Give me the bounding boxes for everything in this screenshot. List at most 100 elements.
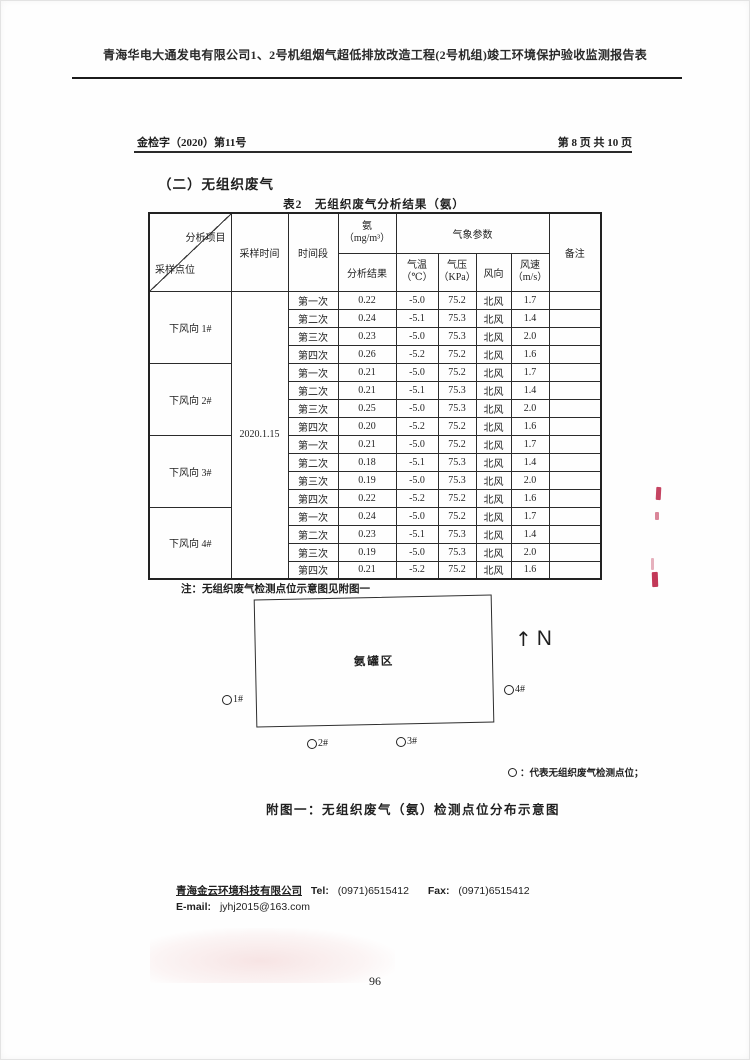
cell-remark: [548, 470, 602, 490]
cell-wind-speed: 2.0: [510, 398, 550, 418]
cell-wind-speed: 1.6: [510, 344, 550, 364]
cell-wind-speed: 1.6: [510, 416, 550, 436]
cell-period: 第三次: [287, 326, 339, 346]
cell-ammonia: 0.25: [337, 398, 397, 418]
cell-wind-dir: 北风: [475, 344, 512, 364]
header-rule: [72, 77, 682, 79]
cell-pressure: 75.2: [437, 416, 477, 436]
cell-wind-speed: 1.6: [510, 488, 550, 508]
footer-email-line: E-mail: jyhj2015@163.com: [176, 901, 310, 913]
cell-temp: -5.1: [395, 452, 439, 472]
table-row: 下风向 4# 第一次 0.24 -5.0 75.2 北风 1.7: [148, 506, 602, 580]
cell-pressure: 75.2: [437, 560, 477, 580]
cell-wind-dir: 北风: [475, 398, 512, 418]
cell-temp: -5.1: [395, 524, 439, 544]
cell-wind-speed: 1.7: [510, 290, 550, 310]
corner-label-analysis-item: 分析项目: [185, 233, 226, 244]
footer-contact-line: 青海金云环境科技有限公司 Tel: (0971)6515412 Fax: (09…: [176, 883, 546, 898]
diagram-legend: ：代表无组织废气检测点位；: [508, 765, 644, 779]
table-row: 第三次 0.23 -5.0 75.3 北风 2.0: [149, 326, 602, 346]
site-cell: 下风向 4#: [148, 506, 232, 580]
cell-temp: -5.0: [395, 398, 439, 418]
stamp-mark: [655, 512, 659, 520]
cell-wind-dir: 北风: [475, 308, 512, 328]
cell-remark: [548, 398, 602, 418]
cell-remark: [548, 560, 602, 580]
header-time-period: 时间段: [287, 212, 339, 292]
cell-ammonia: 0.24: [337, 308, 397, 328]
table-row: 第二次 0.24 -5.1 75.3 北风 1.4: [149, 308, 602, 328]
header-ammonia-name: 氨: [362, 220, 372, 232]
cell-temp: -5.0: [395, 290, 439, 310]
cell-ammonia: 0.24: [337, 506, 397, 526]
header-met-params: 气象参数: [395, 212, 550, 254]
header-pressure: 气压 （KPa）: [437, 252, 477, 292]
reference-rule: [134, 151, 632, 153]
cell-temp: -5.0: [395, 506, 439, 526]
cell-ammonia: 0.21: [337, 362, 397, 382]
cell-remark: [548, 290, 602, 310]
cell-ammonia: 0.21: [337, 560, 397, 580]
legend-text: ：代表无组织废气检测点位；: [520, 769, 644, 779]
header-remark: 备注: [548, 212, 602, 292]
cell-temp: -5.1: [395, 380, 439, 400]
cell-period: 第一次: [287, 362, 339, 382]
cell-pressure: 75.3: [437, 380, 477, 400]
cell-wind-dir: 北风: [475, 290, 512, 310]
cell-remark: [548, 524, 602, 544]
monitoring-point-1: 1#: [222, 694, 243, 705]
cell-wind-dir: 北风: [475, 560, 512, 580]
cell-period: 第二次: [287, 524, 339, 544]
cell-ammonia: 0.23: [337, 524, 397, 544]
cell-temp: -5.0: [395, 470, 439, 490]
cell-wind-dir: 北风: [475, 362, 512, 382]
monitoring-point-3: 3#: [396, 736, 417, 747]
header-analysis-result: 分析结果: [337, 252, 397, 292]
cell-wind-speed: 2.0: [510, 326, 550, 346]
legend-circle-icon: [508, 767, 517, 777]
cell-wind-speed: 1.7: [510, 362, 550, 382]
header-temperature-unit: （℃）: [401, 272, 433, 283]
cell-period: 第二次: [287, 452, 339, 472]
cell-ammonia: 0.19: [337, 542, 397, 562]
document-reference: 金检字（2020）第11号: [137, 137, 247, 149]
cell-temp: -5.0: [395, 326, 439, 346]
cell-wind-dir: 北风: [475, 452, 512, 472]
cell-period: 第三次: [287, 398, 339, 418]
ammonia-tank-area: 氨罐区: [253, 594, 495, 728]
cell-pressure: 75.3: [437, 542, 477, 562]
header-temperature: 气温 （℃）: [395, 252, 439, 292]
cell-pressure: 75.3: [437, 398, 477, 418]
header-pressure-name: 气压: [447, 259, 467, 271]
cell-temp: -5.0: [395, 542, 439, 562]
cell-pressure: 75.3: [437, 452, 477, 472]
page-indicator: 第 8 页 共 10 页: [557, 137, 632, 149]
cell-period: 第三次: [287, 470, 339, 490]
cell-wind-dir: 北风: [475, 524, 512, 544]
cell-remark: [548, 434, 602, 454]
cell-wind-dir: 北风: [475, 470, 512, 490]
monitoring-point-4: 4#: [504, 684, 525, 695]
header-wind-speed: 风速 （m/s）: [510, 252, 550, 292]
footer-email-value: jyhj2015@163.com: [219, 901, 310, 913]
cell-pressure: 75.3: [437, 326, 477, 346]
cell-period: 第四次: [287, 560, 339, 580]
report-header-title: 青海华电大通发电有限公司1、2号机组烟气超低排放改造工程(2号机组)竣工环境保护…: [102, 48, 648, 62]
page-number: 96: [369, 974, 381, 988]
cell-remark: [548, 362, 602, 382]
cell-remark: [548, 488, 602, 508]
cell-temp: -5.2: [395, 344, 439, 364]
cell-period: 第二次: [287, 308, 339, 328]
cell-pressure: 75.2: [437, 506, 477, 526]
cell-period: 第二次: [287, 380, 339, 400]
footer-tel-value: (0971)6515412: [337, 885, 409, 897]
results-tbody: 下风向 1# 2020.1.15 第一次 0.22 -5.0 75.2 北风 1.7 第二次 0.…: [148, 290, 602, 580]
cell-remark: [548, 344, 602, 364]
site-cell: 下风向 1#: [148, 290, 232, 364]
cell-wind-dir: 北风: [475, 380, 512, 400]
cell-temp: -5.0: [395, 362, 439, 382]
cell-ammonia: 0.23: [337, 326, 397, 346]
cell-temp: -5.2: [395, 560, 439, 580]
cell-ammonia: 0.22: [337, 488, 397, 508]
cell-remark: [548, 542, 602, 562]
